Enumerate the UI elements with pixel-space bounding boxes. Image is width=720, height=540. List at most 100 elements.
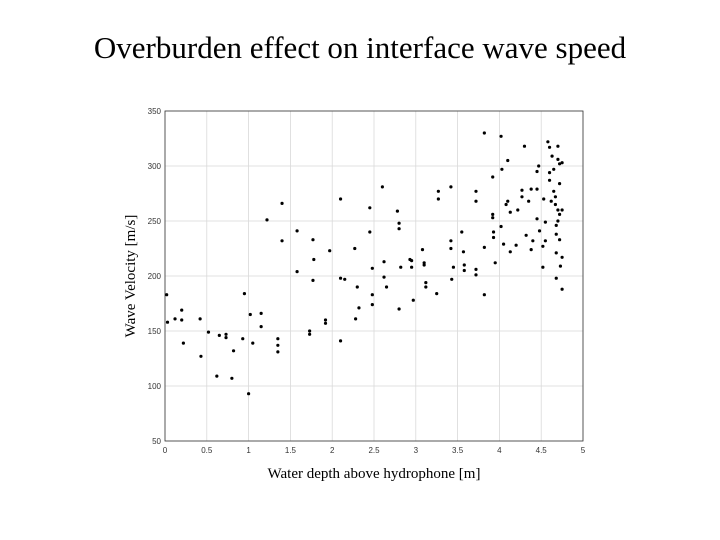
data-point xyxy=(550,154,554,158)
data-point xyxy=(557,182,562,186)
data-point xyxy=(384,285,389,289)
data-point xyxy=(501,242,506,246)
data-point xyxy=(410,265,414,269)
x-axis-label: Water depth above hydrophone [m] xyxy=(268,466,481,482)
data-point xyxy=(557,162,562,166)
data-point xyxy=(280,239,284,243)
data-point xyxy=(552,189,556,193)
data-point xyxy=(424,281,428,285)
data-point xyxy=(248,312,252,317)
data-point xyxy=(520,195,524,199)
data-point xyxy=(508,210,512,214)
data-point xyxy=(308,329,312,333)
data-point xyxy=(549,199,553,203)
data-point xyxy=(436,197,440,201)
data-point xyxy=(323,318,328,322)
x-tick-label: 4.5 xyxy=(536,446,548,455)
data-point xyxy=(420,248,425,252)
data-point xyxy=(541,265,545,269)
data-point xyxy=(499,134,503,138)
data-point xyxy=(397,307,401,311)
data-point xyxy=(410,259,414,263)
data-point xyxy=(554,232,558,236)
data-point xyxy=(449,185,453,189)
data-point xyxy=(382,275,386,279)
data-point xyxy=(520,188,524,192)
data-point xyxy=(524,233,528,237)
y-tick-label: 200 xyxy=(148,272,162,281)
data-point xyxy=(370,293,374,297)
data-point xyxy=(560,287,564,291)
data-point xyxy=(353,246,357,251)
data-point xyxy=(422,263,426,267)
data-point xyxy=(504,202,508,207)
data-point xyxy=(338,339,343,343)
data-point xyxy=(537,164,541,168)
data-point xyxy=(241,337,245,341)
y-tick-label: 50 xyxy=(152,437,161,446)
data-point xyxy=(547,145,552,149)
data-point xyxy=(368,206,372,210)
data-point xyxy=(547,178,552,182)
data-point xyxy=(558,264,563,268)
data-point xyxy=(527,199,531,203)
data-point xyxy=(556,208,560,212)
data-point xyxy=(535,217,539,221)
data-point xyxy=(370,303,374,307)
data-point xyxy=(553,202,558,207)
data-point xyxy=(295,270,299,274)
data-point xyxy=(173,317,177,321)
data-point xyxy=(493,261,497,265)
x-tick-label: 4 xyxy=(497,446,502,455)
data-point xyxy=(199,354,203,358)
data-point xyxy=(462,268,466,273)
data-point xyxy=(462,263,466,267)
data-point xyxy=(506,199,510,203)
data-point xyxy=(552,167,556,171)
x-tick-label: 2 xyxy=(330,446,335,455)
data-point xyxy=(424,285,428,289)
data-point xyxy=(529,187,533,191)
data-point xyxy=(265,218,269,222)
data-point xyxy=(560,255,564,259)
data-point xyxy=(180,318,184,322)
data-point xyxy=(311,278,315,282)
data-point xyxy=(508,250,512,254)
data-point xyxy=(531,239,535,243)
data-point xyxy=(556,144,560,148)
data-point xyxy=(328,249,332,253)
data-point xyxy=(474,273,478,277)
data-point xyxy=(557,238,562,242)
x-tick-label: 0 xyxy=(163,446,168,455)
data-point xyxy=(535,187,539,191)
y-axis-label: Wave Velocity [m/s] xyxy=(123,215,139,338)
data-points xyxy=(165,131,564,396)
data-point xyxy=(382,260,386,264)
data-point xyxy=(323,321,328,325)
data-point xyxy=(460,230,464,234)
data-point xyxy=(165,320,170,324)
data-point xyxy=(537,229,542,233)
data-point xyxy=(560,208,564,212)
data-point xyxy=(180,308,184,312)
data-point xyxy=(516,208,520,212)
data-point xyxy=(491,235,496,240)
data-point xyxy=(198,317,202,321)
y-tick-label: 100 xyxy=(148,382,162,391)
data-point xyxy=(541,244,545,248)
y-tick-label: 350 xyxy=(148,107,162,116)
data-point xyxy=(311,238,315,242)
data-point xyxy=(543,220,547,224)
data-point xyxy=(482,131,486,135)
data-point xyxy=(276,343,280,347)
data-point xyxy=(450,277,454,281)
data-point xyxy=(546,140,550,144)
data-point xyxy=(449,246,453,251)
data-point xyxy=(500,167,504,171)
data-point xyxy=(474,199,478,203)
data-point xyxy=(556,219,560,223)
data-point xyxy=(308,332,312,336)
data-point xyxy=(370,266,374,270)
data-point xyxy=(422,261,426,265)
data-point xyxy=(514,243,518,247)
